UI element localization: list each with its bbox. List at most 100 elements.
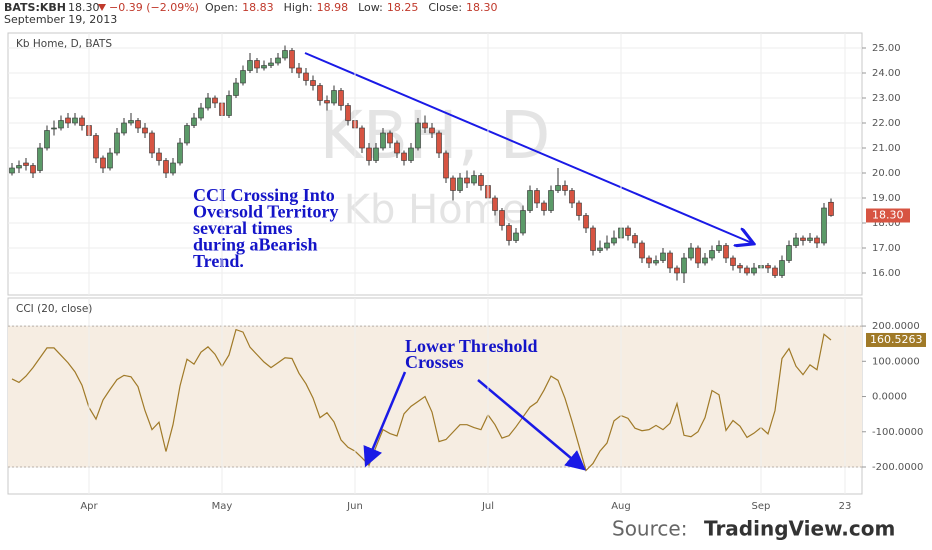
- price-panel: [7, 32, 863, 296]
- candle-body: [702, 257, 708, 264]
- candle-body: [751, 267, 757, 274]
- candle-body: [611, 237, 617, 244]
- annotation: Oversold Territory: [193, 202, 338, 222]
- field-value: 18.25: [387, 1, 419, 14]
- candle-body: [331, 90, 337, 104]
- x-tick-label: May: [212, 501, 233, 512]
- candle-body: [422, 122, 428, 129]
- candle-body: [681, 257, 687, 274]
- annotation: Lower Threshold: [405, 336, 538, 356]
- y-tick-label: 21.00: [872, 143, 901, 154]
- candle-body: [492, 197, 498, 211]
- candle-body: [723, 245, 729, 259]
- candle-body: [121, 122, 127, 134]
- candle-body: [443, 152, 449, 179]
- field-value: 18.83: [242, 1, 274, 14]
- candle-body: [51, 127, 57, 130]
- date: September 19, 2013: [4, 13, 117, 26]
- candle-body: [310, 80, 316, 86]
- candle-body: [261, 65, 267, 69]
- annotation: during aBearish: [193, 235, 318, 255]
- field-value: 18.98: [317, 1, 349, 14]
- candle-body: [569, 190, 575, 204]
- price-marker-label: 18.30: [872, 209, 904, 222]
- candle-body: [576, 202, 582, 216]
- candle-body: [184, 125, 190, 144]
- y-tick-label: 25.00: [872, 43, 901, 54]
- candle-body: [457, 177, 463, 191]
- candle-body: [737, 265, 743, 269]
- candle-body: [93, 135, 99, 159]
- candle-body: [135, 120, 141, 129]
- candle-body: [163, 160, 169, 174]
- field-label: Low:: [358, 1, 383, 14]
- candle-body: [674, 267, 680, 274]
- candle-body: [541, 202, 547, 211]
- candle-body: [23, 162, 29, 166]
- candle-body: [688, 247, 694, 259]
- candle-body: [436, 132, 442, 154]
- x-tick-label: Jul: [481, 501, 494, 512]
- watermark: Kb Home: [344, 187, 526, 233]
- x-axis: Apr May Jun Jul Aug Sep 23: [80, 33, 851, 512]
- candle-body: [289, 50, 295, 69]
- candle-body: [58, 120, 64, 129]
- candle-body: [597, 247, 603, 251]
- y-tick-label: -100.0000: [872, 427, 923, 438]
- candle-body: [345, 105, 351, 121]
- candle-body: [730, 257, 736, 266]
- candle-body: [478, 175, 484, 186]
- x-tick-label: Jun: [346, 501, 363, 512]
- candle-body: [282, 50, 288, 59]
- candle-body: [373, 147, 379, 161]
- x-tick-label: Aug: [611, 501, 631, 512]
- y-tick-label: 19.00: [872, 193, 901, 204]
- candle-body: [296, 67, 302, 74]
- candle-body: [828, 201, 834, 216]
- candle-body: [156, 152, 162, 161]
- candle-body: [30, 165, 36, 174]
- annotation: Crosses: [405, 352, 464, 372]
- candle-body: [471, 175, 477, 184]
- candle-body: [380, 132, 386, 149]
- candle-body: [177, 142, 183, 164]
- candle-body: [779, 260, 785, 276]
- candle-body: [107, 152, 113, 169]
- y-tick-label: 24.00: [872, 68, 901, 79]
- candle-body: [667, 252, 673, 269]
- source-site: TradingView.com: [704, 517, 895, 541]
- candle-body: [338, 90, 344, 106]
- candle-body: [240, 70, 246, 84]
- candle-body: [513, 232, 519, 241]
- candle-body: [44, 130, 50, 149]
- candle-body: [562, 185, 568, 191]
- candle-body: [660, 252, 666, 261]
- y-tick-label: 20.00: [872, 168, 901, 179]
- symbol: BATS:KBH: [4, 1, 66, 14]
- candle-body: [793, 237, 799, 246]
- chart-title: Kb Home, D, BATS: [16, 38, 112, 50]
- candle-body: [786, 245, 792, 261]
- candle-body: [744, 267, 750, 274]
- cci-chart: 200.0000 100.0000 0.0000 -100.0000 -200.0000…: [8, 303, 926, 473]
- y-tick-label: 23.00: [872, 93, 901, 104]
- candle-body: [807, 237, 813, 241]
- candle-body: [821, 207, 827, 244]
- candle-body: [303, 72, 309, 81]
- arrow: [363, 371, 407, 468]
- candle-body: [534, 190, 540, 204]
- candle-body: [191, 117, 197, 126]
- candle-body: [401, 152, 407, 161]
- candle-body: [499, 210, 505, 226]
- candle-body: [16, 165, 22, 169]
- y-tick-label: 200.0000: [872, 321, 920, 332]
- x-tick-label: Apr: [80, 501, 98, 512]
- candle-body: [387, 132, 393, 144]
- y-tick-label: -200.0000: [872, 462, 923, 473]
- down-icon: [98, 4, 106, 11]
- value-marker-label: 160.5263: [870, 333, 923, 346]
- candle-body: [604, 242, 610, 249]
- candle-body: [814, 237, 820, 244]
